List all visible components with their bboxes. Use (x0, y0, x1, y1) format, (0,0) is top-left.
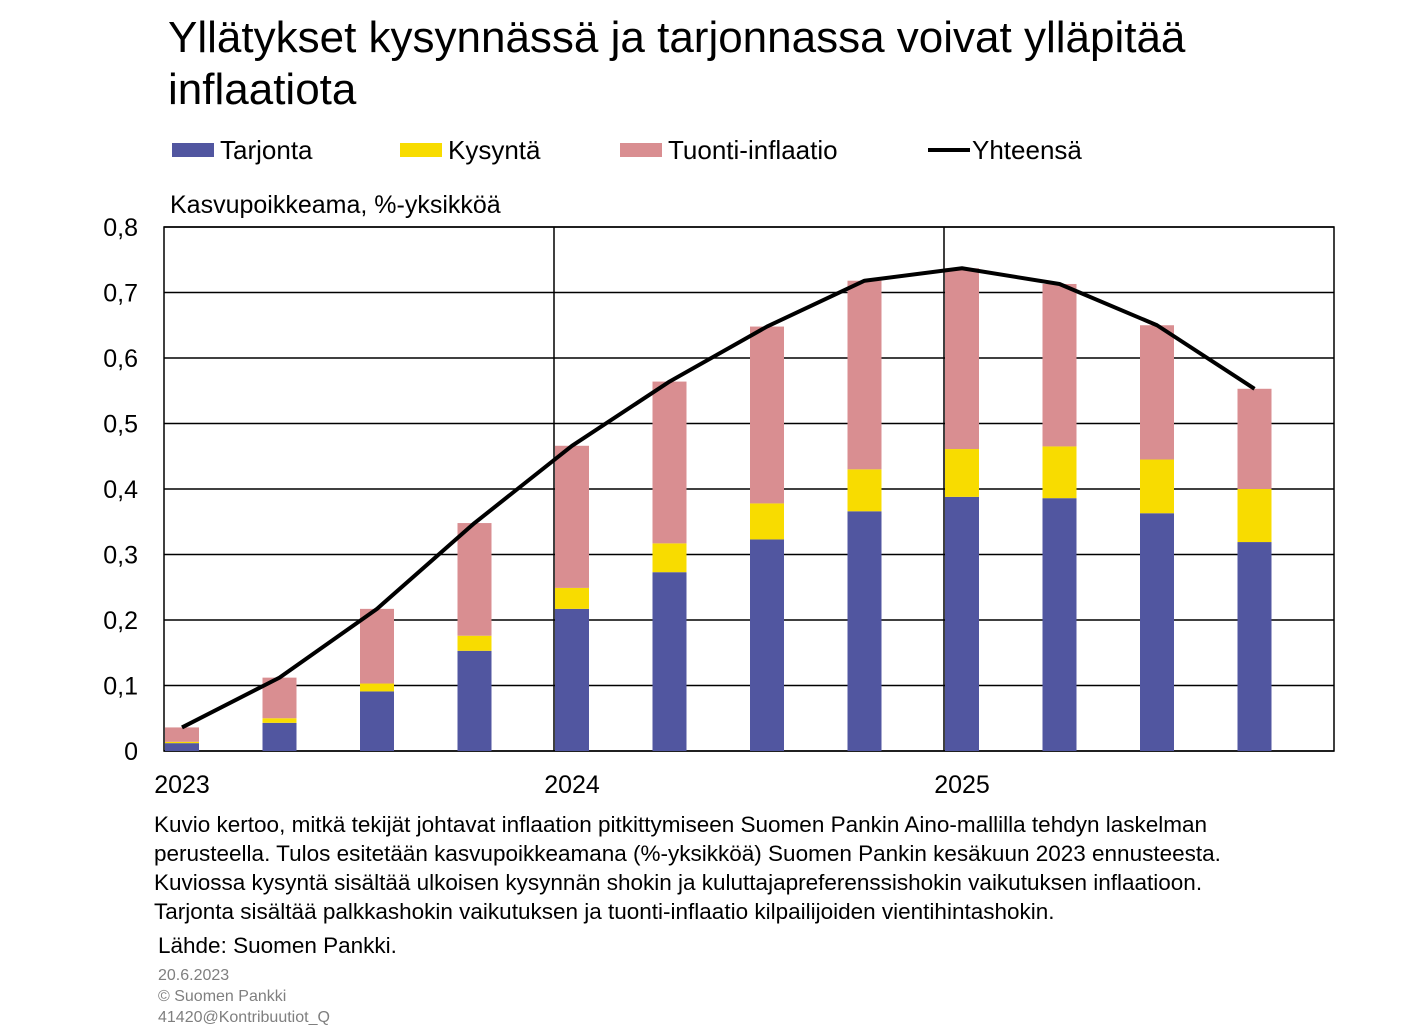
chart-title: Yllätykset kysynnässä ja tarjonnassa voi… (168, 13, 1186, 114)
y-tick-label: 0,6 (103, 345, 138, 373)
note-line: perusteella. Tulos esitetään kasvupoikke… (154, 841, 1221, 866)
bar-supply (750, 539, 784, 751)
meta-id: 41420@Kontribuutiot_Q (158, 1009, 330, 1026)
legend-swatch-import (620, 143, 662, 157)
bar-demand (165, 741, 199, 744)
note-line: Tarjonta sisältää palkkashokin vaikutuks… (154, 899, 1055, 924)
bar-supply (945, 496, 979, 751)
bar-demand (847, 469, 882, 512)
bar-import (750, 326, 784, 504)
bar-import (555, 445, 589, 588)
legend-item-import: Tuonti-inflaatio (620, 133, 838, 167)
x-tick-label: 2023 (154, 771, 210, 799)
bar-import (847, 280, 882, 470)
bar-import (165, 727, 199, 742)
bar-supply (457, 650, 492, 751)
bar-import (1042, 283, 1077, 447)
bar-demand (1140, 459, 1174, 514)
bar-demand (457, 635, 492, 651)
chart-area: 0 0,1 0,2 0,3 0,4 0,5 0,6 0,7 0,8 2023 2024 2025 (103, 214, 1335, 799)
legend-swatch-supply (172, 143, 214, 157)
line-total (181, 266, 1256, 730)
bar-supply (1042, 498, 1077, 751)
bar-demand (555, 587, 589, 609)
bar-demand (750, 503, 784, 540)
bar-supply (1237, 542, 1272, 751)
bar-import (360, 608, 394, 684)
bar-supply (847, 511, 882, 751)
legend-item-demand: Kysyntä (400, 133, 541, 167)
legend-label-total: Yhteensä (972, 134, 1082, 165)
bar-supply (165, 743, 199, 751)
meta-info: 20.6.2023 © Suomen Pankki 41420@Kontribu… (158, 965, 330, 1028)
y-tick-label: 0,1 (103, 673, 138, 701)
y-tick-label: 0 (124, 738, 138, 766)
bar-supply (1140, 513, 1174, 751)
note-line: Kuviossa kysyntä sisältää ulkoisen kysyn… (154, 870, 1203, 895)
legend-item-supply: Tarjonta (172, 133, 313, 167)
note-line: Kuvio kertoo, mitkä tekijät johtavat inf… (154, 812, 1208, 837)
y-tick-label: 0,8 (103, 214, 138, 242)
y-tick-label: 0,5 (103, 411, 138, 439)
bar-demand (1042, 446, 1077, 499)
bar-import (945, 268, 979, 450)
bar-import (1140, 325, 1174, 460)
figure-note: Kuvio kertoo, mitkä tekijät johtavat inf… (154, 810, 1384, 926)
bar-supply (652, 572, 687, 751)
legend-swatch-demand (400, 143, 442, 157)
bar-demand (262, 718, 297, 723)
bar-import (457, 523, 492, 636)
x-tick-label: 2024 (544, 771, 600, 799)
legend: Tarjonta Kysyntä Tuonti-inflaatio Yhteen… (172, 133, 1172, 167)
bar-demand (945, 449, 979, 497)
y-axis-title: Kasvupoikkeama, %-yksikköä (170, 191, 501, 219)
bar-demand (652, 543, 687, 573)
bar-supply (360, 691, 394, 751)
y-tick-label: 0,2 (103, 607, 138, 635)
legend-swatch-total (928, 148, 970, 152)
bar-import (652, 381, 687, 544)
legend-label-supply: Tarjonta (220, 134, 313, 165)
y-tick-label: 0,4 (103, 476, 138, 504)
bar-demand (1237, 489, 1272, 543)
legend-label-import: Tuonti-inflaatio (668, 134, 838, 165)
meta-date: 20.6.2023 (158, 967, 230, 984)
bar-demand (360, 683, 394, 692)
bar-import (1237, 388, 1272, 489)
legend-item-total: Yhteensä (928, 133, 1082, 167)
legend-label-demand: Kysyntä (448, 134, 541, 165)
bar-supply (555, 608, 589, 751)
meta-copyright: © Suomen Pankki (158, 988, 287, 1005)
y-tick-label: 0,7 (103, 280, 138, 308)
source-text: Lähde: Suomen Pankki. (158, 933, 397, 958)
x-tick-label: 2025 (934, 771, 990, 799)
bar-supply (262, 722, 297, 751)
y-tick-label: 0,3 (103, 542, 138, 570)
